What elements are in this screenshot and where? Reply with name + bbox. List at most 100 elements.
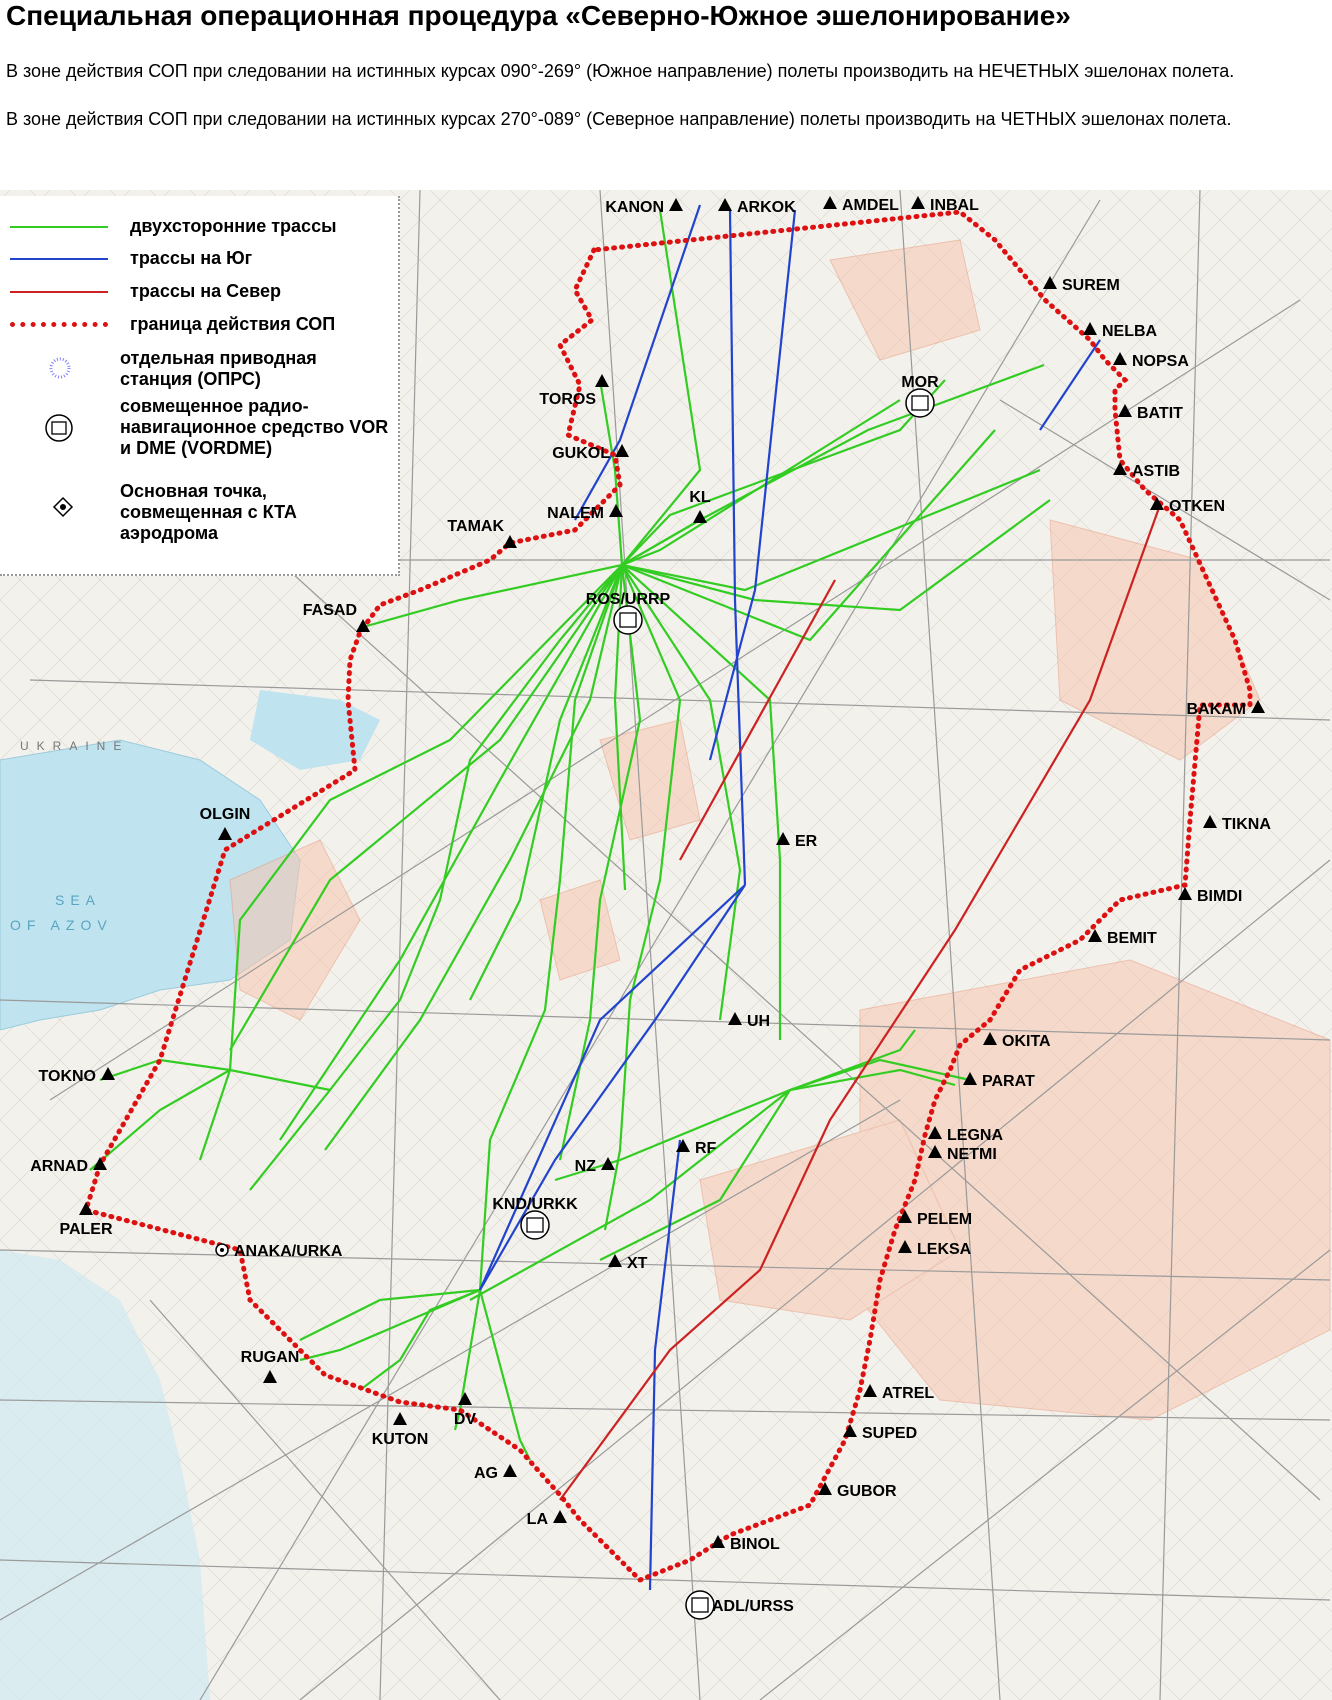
waypoint-triangle-icon (928, 1126, 942, 1139)
waypoint-adl-urss[interactable]: ADL/URSS (712, 1598, 794, 1615)
waypoint-xt[interactable]: XT (608, 1254, 648, 1272)
waypoint-tamak[interactable]: TAMAK (447, 518, 517, 548)
waypoint-triangle-icon (983, 1032, 997, 1045)
waypoint-nopsa[interactable]: NOPSA (1113, 352, 1189, 370)
waypoint-triangle-icon (823, 196, 837, 209)
waypoint-netmi[interactable]: NETMI (928, 1145, 997, 1163)
waypoint-label: ARNAD (30, 1158, 88, 1175)
waypoint-triangle-icon (218, 827, 232, 840)
waypoint-knd-urkk[interactable]: KND/URKK (492, 1196, 578, 1213)
waypoint-triangle-icon (963, 1072, 977, 1085)
taganrog-bay (250, 690, 380, 770)
ukraine-label: UKRAINE (20, 739, 129, 753)
waypoint-triangle-icon (93, 1157, 107, 1170)
waypoint-triangle-icon (601, 1157, 615, 1170)
waypoint-ag[interactable]: AG (474, 1464, 517, 1482)
waypoint-rf[interactable]: RF (676, 1139, 717, 1157)
waypoint-legna[interactable]: LEGNA (928, 1126, 1003, 1144)
waypoint-nalem[interactable]: NALEM (547, 504, 623, 522)
legend-label-south: трассы на Юг (130, 248, 253, 268)
waypoint-label: PARAT (982, 1073, 1035, 1090)
description-north: В зоне действия СОП при следовании на ис… (6, 109, 1232, 129)
waypoint-dv[interactable]: DV (454, 1392, 477, 1428)
legend-blue-line (10, 257, 108, 260)
waypoint-label: KL (689, 489, 711, 506)
waypoint-arkok[interactable]: ARKOK (718, 198, 796, 216)
waypoint-triangle-icon (898, 1210, 912, 1223)
main-point-icon (52, 496, 74, 523)
waypoint-bimdi[interactable]: BIMDI (1178, 887, 1242, 905)
waypoint-batit[interactable]: BATIT (1118, 404, 1183, 422)
waypoint-kl[interactable]: KL (689, 489, 711, 523)
legend-label-boundary: граница действия СОП (130, 314, 336, 334)
waypoint-triangle-icon (615, 444, 629, 457)
waypoint-triangle-icon (595, 374, 609, 387)
waypoint-bakam[interactable]: BAKAM (1186, 700, 1265, 718)
waypoint-label: KND/URKK (492, 1196, 578, 1213)
waypoint-triangle-icon (458, 1392, 472, 1405)
waypoint-nelba[interactable]: NELBA (1083, 322, 1158, 340)
waypoint-triangle-icon (503, 535, 517, 548)
waypoint-label: RF (695, 1140, 717, 1157)
waypoint-rugan[interactable]: RUGAN (241, 1349, 300, 1383)
waypoint-gukol[interactable]: GUKOL (552, 444, 629, 462)
waypoint-triangle-icon (608, 1254, 622, 1267)
waypoint-leksa[interactable]: LEKSA (898, 1240, 972, 1258)
waypoint-fasad[interactable]: FASAD (303, 602, 370, 632)
waypoint-label: UH (747, 1013, 770, 1030)
waypoint-ros-urrp[interactable]: ROS/URRP (586, 591, 671, 608)
waypoint-gubor[interactable]: GUBOR (818, 1482, 897, 1500)
waypoint-toros[interactable]: TOROS (539, 374, 609, 408)
vordme-adl[interactable] (685, 1590, 715, 1620)
waypoint-label: BATIT (1137, 405, 1183, 422)
waypoint-mor[interactable]: MOR (901, 374, 939, 391)
waypoint-triangle-icon (356, 619, 370, 632)
waypoint-nz[interactable]: NZ (575, 1157, 615, 1175)
waypoint-pelem[interactable]: PELEM (898, 1210, 972, 1228)
waypoint-label: AMDEL (842, 197, 899, 214)
waypoint-triangle-icon (928, 1145, 942, 1158)
black-sea (0, 1250, 210, 1700)
waypoint-label: BIMDI (1197, 888, 1242, 905)
waypoint-atrel[interactable]: ATREL (863, 1384, 934, 1402)
waypoint-triangle-icon (676, 1139, 690, 1152)
waypoint-kuton[interactable]: KUTON (372, 1412, 429, 1448)
waypoint-label: TOKNO (39, 1068, 96, 1085)
waypoint-triangle-icon (1083, 322, 1097, 335)
waypoint-label: ROS/URRP (586, 591, 671, 608)
waypoint-surem[interactable]: SUREM (1043, 276, 1120, 294)
waypoint-label: ASTIB (1132, 463, 1180, 480)
waypoint-okita[interactable]: OKITA (983, 1032, 1051, 1050)
waypoint-inbal[interactable]: INBAL (911, 196, 979, 214)
waypoint-label: ARKOK (737, 199, 796, 216)
waypoint-parat[interactable]: PARAT (963, 1072, 1035, 1090)
waypoint-triangle-icon (393, 1412, 407, 1425)
waypoint-kanon[interactable]: KANON (605, 198, 683, 216)
vordme-ros[interactable] (613, 605, 643, 635)
waypoint-triangle-icon (1178, 887, 1192, 900)
waypoint-otken[interactable]: OTKEN (1150, 497, 1225, 515)
waypoint-triangle-icon (1118, 404, 1132, 417)
waypoint-label: SUPED (862, 1425, 917, 1442)
waypoint-astib[interactable]: ASTIB (1113, 462, 1180, 480)
waypoint-label: PALER (59, 1221, 112, 1238)
waypoint-bemit[interactable]: BEMIT (1088, 929, 1157, 947)
vordme-mor[interactable] (905, 388, 935, 418)
waypoint-amdel[interactable]: AMDEL (823, 196, 899, 214)
waypoint-uh[interactable]: UH (728, 1012, 770, 1030)
waypoint-arnad[interactable]: ARNAD (30, 1157, 107, 1175)
waypoint-label: INBAL (930, 197, 979, 214)
waypoint-tikna[interactable]: TIKNA (1203, 815, 1271, 833)
waypoint-anaka-urka[interactable]: ANAKA/URKA (234, 1243, 343, 1260)
vordme-knd[interactable] (520, 1210, 550, 1240)
waypoint-suped[interactable]: SUPED (843, 1424, 917, 1442)
waypoint-er[interactable]: ER (776, 832, 818, 850)
waypoint-label: NALEM (547, 505, 604, 522)
waypoint-la[interactable]: LA (527, 1510, 567, 1528)
waypoint-label: SUREM (1062, 277, 1120, 294)
waypoint-binol[interactable]: BINOL (711, 1535, 780, 1553)
waypoint-paler[interactable]: PALER (59, 1202, 113, 1238)
waypoint-olgin[interactable]: OLGIN (200, 806, 251, 840)
waypoint-label: OLGIN (200, 806, 251, 823)
waypoint-tokno[interactable]: TOKNO (39, 1067, 115, 1085)
